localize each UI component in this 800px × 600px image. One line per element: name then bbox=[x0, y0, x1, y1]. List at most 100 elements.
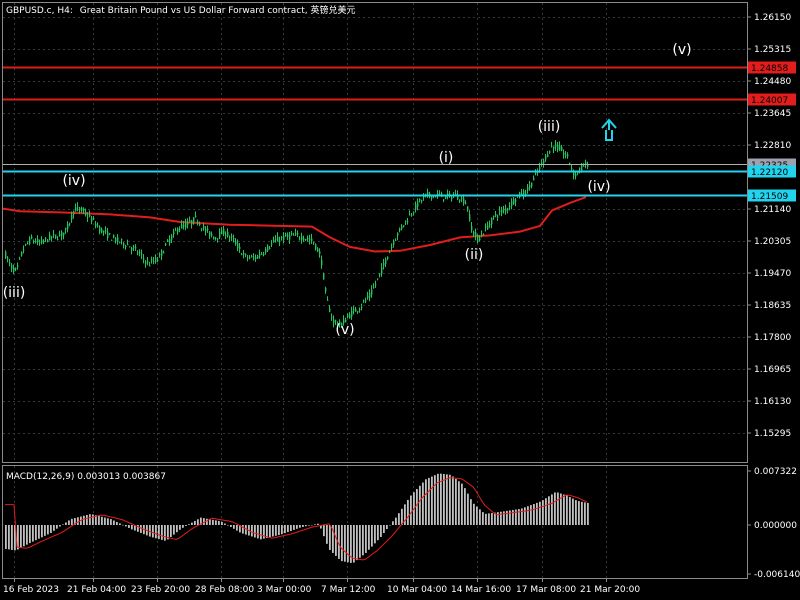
candle-body bbox=[271, 243, 273, 245]
macd-bar bbox=[578, 501, 580, 525]
macd-bar bbox=[296, 525, 298, 529]
candle-body bbox=[391, 247, 393, 249]
time-tick-label: 28 Feb 08:00 bbox=[195, 585, 254, 595]
support-line-2-value: 1.21509 bbox=[751, 192, 788, 202]
macd-bar bbox=[509, 510, 511, 525]
macd-bar bbox=[503, 511, 505, 525]
candle-body bbox=[177, 228, 179, 233]
candle-body bbox=[149, 265, 151, 267]
macd-bar bbox=[500, 511, 502, 525]
candle-body bbox=[137, 252, 139, 254]
candle-body bbox=[365, 300, 367, 302]
macd-bar bbox=[320, 525, 322, 529]
candle-body bbox=[371, 289, 373, 295]
macd-frame bbox=[2, 465, 748, 579]
macd-bar bbox=[407, 499, 409, 525]
candle-body bbox=[235, 241, 237, 245]
macd-bar bbox=[137, 525, 139, 532]
candle-body bbox=[241, 253, 243, 256]
wave-label: (i) bbox=[439, 150, 454, 166]
candle-body bbox=[223, 228, 225, 235]
candle-body bbox=[85, 211, 87, 215]
candle-body bbox=[139, 252, 141, 254]
candle-body bbox=[373, 287, 375, 289]
candle-body bbox=[275, 239, 277, 241]
time-tick-label: 10 Mar 04:00 bbox=[387, 585, 447, 595]
candle-body bbox=[73, 211, 75, 215]
price-tick-label: 1.18635 bbox=[754, 301, 791, 311]
macd-bar bbox=[89, 514, 91, 525]
macd-bar bbox=[272, 525, 274, 537]
main-chart-frame bbox=[2, 2, 748, 463]
candle-body bbox=[325, 287, 327, 292]
macd-bar bbox=[422, 482, 424, 525]
candle-body bbox=[29, 237, 31, 244]
macd-bar bbox=[176, 525, 178, 533]
candle-body bbox=[463, 198, 465, 204]
macd-bar bbox=[209, 519, 211, 525]
candle-body bbox=[93, 218, 95, 220]
macd-bar bbox=[293, 525, 295, 530]
macd-bar bbox=[524, 507, 526, 525]
macd-bar bbox=[98, 516, 100, 525]
candle-body bbox=[173, 231, 175, 235]
macd-bar bbox=[374, 525, 376, 544]
candle-body bbox=[169, 238, 171, 244]
symbol-label: GBPUSD.c, H4: bbox=[6, 6, 73, 16]
candle-body bbox=[141, 253, 143, 255]
candle-body bbox=[301, 236, 303, 240]
candle-body bbox=[505, 208, 507, 212]
candle-body bbox=[7, 257, 9, 259]
up-arrow-icon bbox=[601, 118, 617, 141]
candle-body bbox=[299, 238, 301, 240]
candle-body bbox=[503, 208, 505, 211]
candle-body bbox=[557, 145, 559, 150]
candle-body bbox=[247, 257, 249, 259]
candle-body bbox=[333, 319, 335, 323]
macd-bar bbox=[170, 525, 172, 537]
candle-body bbox=[265, 248, 267, 253]
candle-body bbox=[389, 252, 391, 254]
macd-bar bbox=[20, 525, 22, 548]
candle-body bbox=[529, 185, 531, 188]
candle-body bbox=[105, 230, 107, 232]
support-line-2-tag bbox=[748, 189, 796, 202]
candle-body bbox=[461, 197, 463, 199]
moving-average bbox=[2, 196, 587, 253]
candle-body bbox=[497, 216, 499, 218]
macd-bar bbox=[362, 525, 364, 556]
candle-body bbox=[171, 235, 173, 240]
price-axis: 1.26150 1.25315 1.24480 1.23645 1.22810 1.211… bbox=[747, 13, 791, 439]
candle-body bbox=[227, 232, 229, 237]
macd-bar bbox=[437, 473, 439, 525]
macd-bar bbox=[251, 525, 253, 537]
candle-body bbox=[69, 223, 71, 225]
candle-body bbox=[377, 278, 379, 280]
candle-body bbox=[11, 264, 13, 269]
macd-bar bbox=[245, 525, 247, 535]
price-tick-label: 1.22810 bbox=[754, 141, 791, 151]
candle-body bbox=[61, 231, 63, 237]
macd-bar bbox=[275, 525, 277, 536]
macd-bar bbox=[173, 525, 175, 535]
candle-body bbox=[181, 224, 183, 229]
macd-bar bbox=[449, 474, 451, 525]
candle-body bbox=[281, 236, 283, 239]
candle-body bbox=[183, 224, 185, 227]
macd-bar bbox=[119, 523, 121, 525]
candle-body bbox=[151, 259, 153, 261]
macd-bar bbox=[314, 524, 316, 525]
macd-bar bbox=[542, 500, 544, 525]
macd-signal-line bbox=[5, 477, 588, 561]
candle-body bbox=[267, 245, 269, 251]
macd-bar bbox=[518, 509, 520, 525]
macd-bar bbox=[341, 525, 343, 562]
candle-body bbox=[75, 207, 77, 212]
candle-body bbox=[577, 172, 579, 174]
candle-body bbox=[47, 239, 49, 242]
candle-body bbox=[331, 316, 333, 318]
candle-body bbox=[245, 254, 247, 256]
price-tick-label: 1.24480 bbox=[754, 77, 791, 87]
